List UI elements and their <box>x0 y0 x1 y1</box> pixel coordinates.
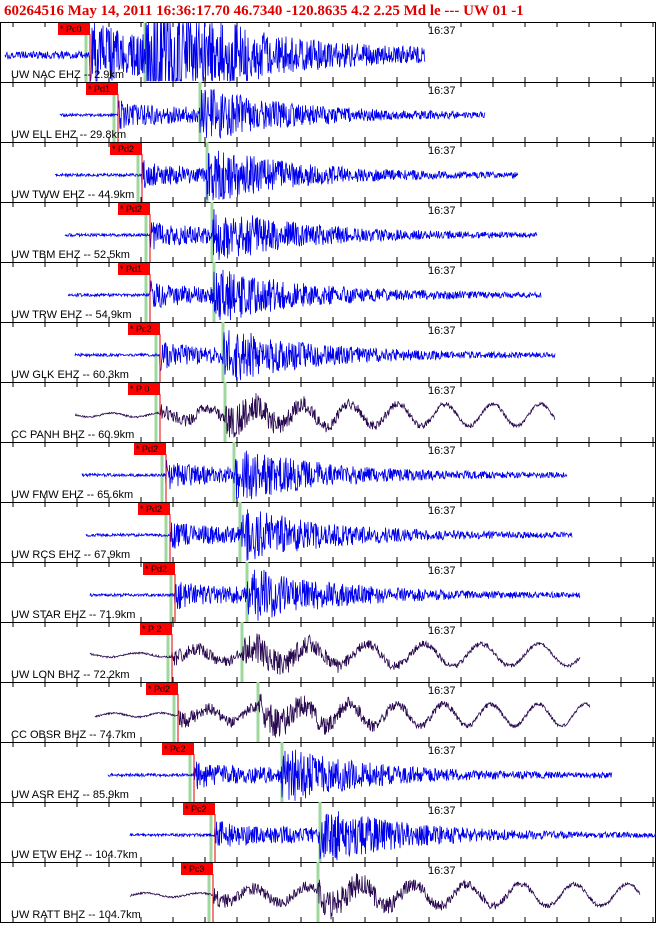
station-label: CC PANH BHZ -- 60.9km <box>11 429 134 441</box>
time-label: 16:37 <box>428 505 456 517</box>
station-label: UW ELL EHZ -- 29.8km <box>11 129 126 141</box>
station-label: UW LON BHZ -- 72.2km <box>11 669 130 681</box>
time-label: 16:37 <box>428 205 456 217</box>
time-label: 16:37 <box>428 565 456 577</box>
time-label: 16:37 <box>428 685 456 697</box>
pick-label: * P 2 <box>142 624 161 634</box>
pick-box <box>140 623 172 635</box>
waveform <box>74 330 556 381</box>
station-label: CC OBSR BHZ -- 74.7km <box>11 729 136 741</box>
pick-label: * Pd2 <box>140 504 162 514</box>
pick-label: * Pd2 <box>136 444 158 454</box>
waveform <box>54 150 519 201</box>
waveform <box>64 209 538 261</box>
waveform <box>107 749 613 801</box>
pick-box <box>110 143 142 155</box>
waveform <box>89 569 581 621</box>
station-label: UW STAR EHZ -- 71.9km <box>11 609 135 621</box>
pick-box <box>128 323 160 335</box>
station-label: UW TWW EHZ -- 44.9km <box>11 189 134 201</box>
time-label: 16:37 <box>428 445 456 457</box>
pick-label: * Pd1 <box>120 264 142 274</box>
pick-label: * Pc2 <box>130 324 152 334</box>
pick-box <box>146 683 178 695</box>
time-label: 16:37 <box>428 25 456 37</box>
time-label: 16:37 <box>428 625 456 637</box>
pick-box <box>58 23 90 35</box>
waveform <box>129 873 641 920</box>
station-label: UW ASR EHZ -- 85.9km <box>11 789 129 801</box>
pick-box <box>86 83 118 95</box>
waveform <box>74 393 556 438</box>
station-label: UW TRW EHZ -- 54.9km <box>11 309 132 321</box>
pick-box <box>128 383 160 395</box>
pick-label: * Pd2 <box>145 564 167 574</box>
pick-label: * Pd2 <box>120 204 142 214</box>
event-header: 60264516 May 14, 2011 16:36:17.70 46.734… <box>4 3 524 19</box>
pick-label: * P 0 <box>130 384 149 394</box>
station-label: UW ETW EHZ -- 104.7km <box>11 849 138 861</box>
pick-box <box>181 863 213 875</box>
time-label: 16:37 <box>428 325 456 337</box>
pick-box <box>118 203 150 215</box>
station-label: UW GLK EHZ -- 60.3km <box>11 369 129 381</box>
pick-label: * Pd2 <box>148 684 170 694</box>
station-label: UW RATT BHZ -- 104.7km <box>11 909 141 921</box>
time-label: 16:37 <box>428 745 456 757</box>
pick-label: * Pd2 <box>112 144 134 154</box>
time-label: 16:37 <box>428 385 456 397</box>
waveform <box>4 22 426 82</box>
pick-box <box>143 563 175 575</box>
waveform <box>59 88 486 139</box>
time-label: 16:37 <box>428 805 456 817</box>
pick-label: * Pc2 <box>164 744 186 754</box>
time-label: 16:37 <box>428 865 456 877</box>
station-label: UW TBM EHZ -- 52.5km <box>11 249 130 261</box>
pick-box <box>134 443 166 455</box>
time-label: 16:37 <box>428 145 456 157</box>
pick-label: * Pc0 <box>60 24 82 34</box>
waveform <box>85 509 573 561</box>
pick-label: * Pc3 <box>183 864 205 874</box>
waveform <box>67 269 542 321</box>
station-label: UW NAC EHZ -- 2.9km <box>11 69 124 81</box>
waveform <box>81 450 568 500</box>
time-label: 16:37 <box>428 85 456 97</box>
time-label: 16:37 <box>428 265 456 277</box>
waveform <box>129 811 656 861</box>
pick-box <box>183 803 215 815</box>
station-label: UW FMW EHZ -- 65.6km <box>11 489 133 501</box>
pick-box <box>162 743 194 755</box>
pick-box <box>118 263 150 275</box>
pick-box <box>138 503 170 515</box>
station-label: UW RCS EHZ -- 67.9km <box>11 549 130 561</box>
pick-label: * Pd1 <box>88 84 110 94</box>
pick-label: * Pc2 <box>185 804 207 814</box>
